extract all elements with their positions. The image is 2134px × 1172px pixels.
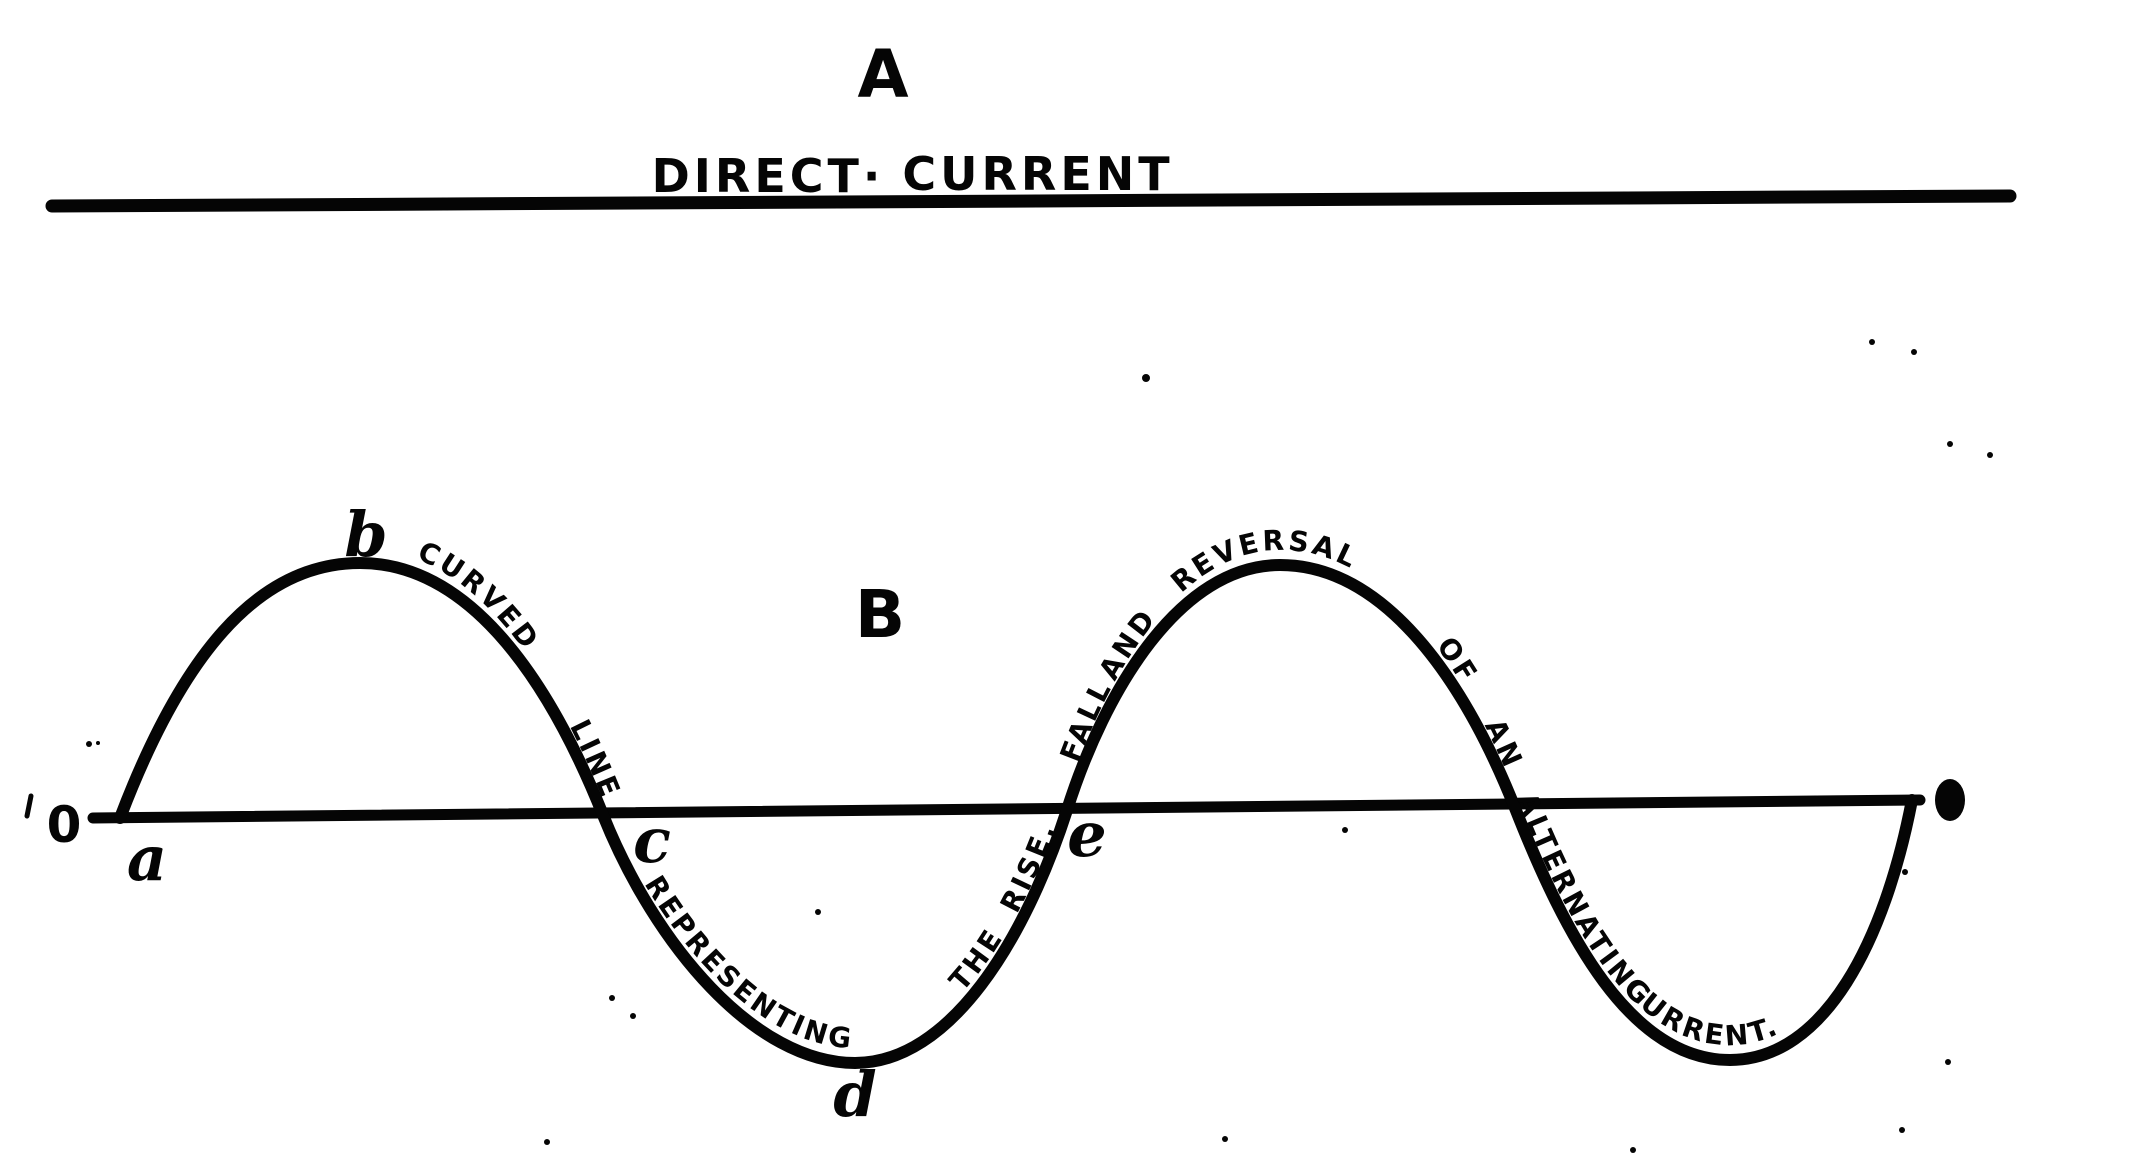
curve-annotation-word: AN: [1478, 714, 1530, 775]
caption-direct: DIRECT·: [652, 149, 885, 203]
origin-label: 0: [47, 796, 82, 854]
caption-current: CURRENT: [902, 147, 1173, 201]
wave-point-label-c: c: [633, 804, 671, 877]
axis-end-dot: [1935, 779, 1965, 821]
wave-point-label-d: d: [833, 1058, 876, 1131]
wave-point-label-b: b: [344, 498, 387, 571]
wave-point-label-e: e: [1067, 798, 1106, 871]
ac-sine-curve: [114, 557, 1918, 1069]
section-a-label: A: [857, 36, 908, 113]
origin-tick: [24, 793, 34, 819]
curve-annotation-word: OF: [1430, 631, 1485, 690]
section-b-label: B: [855, 576, 905, 653]
curve-word-an: AN: [1478, 714, 1527, 775]
curve-annotation-word: CURVED: [413, 535, 547, 657]
curve-annotation-word: CURRENT.: [1617, 971, 1784, 1053]
curve-word-of: OF: [1430, 631, 1482, 690]
dc-line: [45, 189, 2017, 213]
ink-specks: [86, 339, 1993, 1153]
ac-axis-line: [87, 794, 1926, 824]
curve-word-curved: CURVED: [413, 535, 544, 657]
curve-word-current: CURRENT.: [1617, 971, 1781, 1053]
wave-point-label-a: a: [127, 822, 167, 895]
